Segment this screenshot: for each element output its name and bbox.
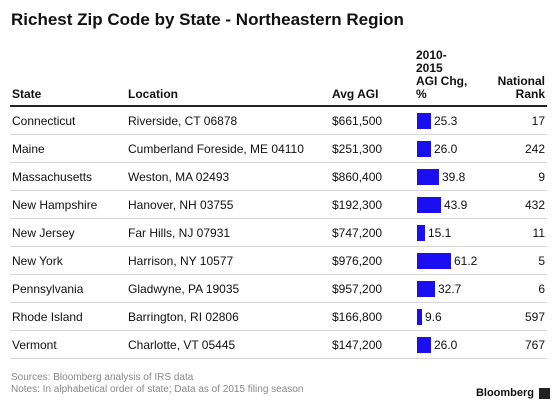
cell-avg-agi: $747,200 <box>332 226 383 240</box>
cell-national-rank: 9 <box>538 170 545 184</box>
cell-national-rank: 242 <box>524 142 545 156</box>
cell-state: New York <box>12 254 63 268</box>
agi-change-label: 26.0 <box>434 142 458 156</box>
cell-avg-agi: $976,200 <box>332 254 383 268</box>
cell-national-rank: 11 <box>532 226 545 240</box>
cell-national-rank: 432 <box>524 198 545 212</box>
table-row: Connecticut Riverside, CT 06878 $661,500 17… <box>10 107 547 135</box>
agi-change-bar <box>417 253 451 269</box>
cell-location: Harrison, NY 10577 <box>128 254 234 268</box>
table-row: New Hampshire Hanover, NH 03755 $192,300 43… <box>10 191 547 219</box>
footer: Sources: Bloomberg analysis of IRS data … <box>11 372 303 396</box>
agi-change-bar <box>417 197 441 213</box>
table-header: State Location Avg AGI 2010- 2015 AGI Ch… <box>10 49 547 107</box>
table-row: Pennsylvania Gladwyne, PA 19035 $957,200 6 3… <box>10 275 547 303</box>
cell-avg-agi: $147,200 <box>332 338 383 352</box>
agi-change-bar <box>417 225 425 241</box>
agi-change-label: 43.9 <box>444 198 468 212</box>
header-state: State <box>12 87 42 101</box>
cell-location: Charlotte, VT 05445 <box>128 338 236 352</box>
agi-change-label: 26.0 <box>434 338 458 352</box>
cell-avg-agi: $192,300 <box>332 198 383 212</box>
header-agi-change-line-4: % <box>416 87 427 101</box>
cell-national-rank: 597 <box>524 310 545 324</box>
cell-state: Massachusetts <box>12 170 93 184</box>
cell-avg-agi: $251,300 <box>332 142 383 156</box>
cell-national-rank: 767 <box>524 338 545 352</box>
agi-change-bar <box>417 141 431 157</box>
agi-change-label: 15.1 <box>428 226 452 240</box>
table-row: New Jersey Far Hills, NJ 07931 $747,200 11 1… <box>10 219 547 247</box>
agi-change-bar <box>417 113 431 129</box>
cell-avg-agi: $661,500 <box>332 114 383 128</box>
cell-location: Cumberland Foreside, ME 04110 <box>128 142 304 156</box>
header-rank-line-2: Rank <box>515 87 545 101</box>
cell-location: Riverside, CT 06878 <box>128 114 238 128</box>
agi-change-label: 25.3 <box>434 114 458 128</box>
agi-change-label: 39.8 <box>442 170 466 184</box>
agi-change-label: 9.6 <box>425 310 442 324</box>
agi-change-bar <box>417 309 422 325</box>
cell-national-rank: 5 <box>538 254 545 268</box>
cell-location: Barrington, RI 02806 <box>128 310 239 324</box>
table-row: New York Harrison, NY 10577 $976,200 5 61.2 <box>10 247 547 275</box>
cell-location: Far Hills, NJ 07931 <box>128 226 231 240</box>
cell-state: Connecticut <box>12 114 76 128</box>
header-location: Location <box>128 87 178 101</box>
header-avg-agi: Avg AGI <box>332 87 379 101</box>
cell-state: New Jersey <box>12 226 75 240</box>
cell-location: Hanover, NH 03755 <box>128 198 234 212</box>
brand-logo-text: Bloomberg <box>475 387 534 399</box>
cell-avg-agi: $860,400 <box>332 170 383 184</box>
chart-title: Richest Zip Code by State - Northeastern… <box>11 10 404 29</box>
cell-avg-agi: $957,200 <box>332 282 383 296</box>
header-national-rank: National Rank <box>498 75 545 101</box>
header-agi-change-line-2: 2015 <box>416 61 443 75</box>
agi-change-label: 32.7 <box>438 282 462 296</box>
table-body: Connecticut Riverside, CT 06878 $661,500 17… <box>10 107 547 359</box>
cell-state: Rhode Island <box>12 310 83 324</box>
cell-state: Maine <box>12 142 45 156</box>
agi-change-label: 61.2 <box>454 254 478 268</box>
data-table: State Location Avg AGI 2010- 2015 AGI Ch… <box>10 49 547 359</box>
footer-notes: Notes: In alphabetical order of state; D… <box>11 384 304 395</box>
table-row: Rhode Island Barrington, RI 02806 $166,800… <box>10 303 547 331</box>
footer-sources: Sources: Bloomberg analysis of IRS data <box>11 372 194 383</box>
cell-location: Gladwyne, PA 19035 <box>128 282 240 296</box>
cell-avg-agi: $166,800 <box>332 310 383 324</box>
cell-national-rank: 6 <box>538 282 545 296</box>
table-row: Massachusetts Weston, MA 02493 $860,400 9 39… <box>10 163 547 191</box>
header-agi-change-line-1: 2010- <box>416 48 447 62</box>
cell-state: Vermont <box>12 338 57 352</box>
cell-national-rank: 17 <box>531 114 545 128</box>
header-agi-change-line-3: AGI Chg, <box>416 74 468 88</box>
table-row: Maine Cumberland Foreside, ME 04110 $251,3… <box>10 135 547 163</box>
bloomberg-logo-icon <box>539 388 550 399</box>
agi-change-bar <box>417 337 431 353</box>
header-rank-line-1: National <box>497 74 545 88</box>
agi-change-bar <box>417 169 439 185</box>
cell-state: New Hampshire <box>12 198 98 212</box>
agi-change-bar <box>417 281 435 297</box>
header-agi-change: 2010- 2015 AGI Chg, % <box>416 49 486 101</box>
table-row: Vermont Charlotte, VT 05445 $147,200 767 26.… <box>10 331 547 359</box>
cell-location: Weston, MA 02493 <box>128 170 230 184</box>
cell-state: Pennsylvania <box>12 282 84 296</box>
